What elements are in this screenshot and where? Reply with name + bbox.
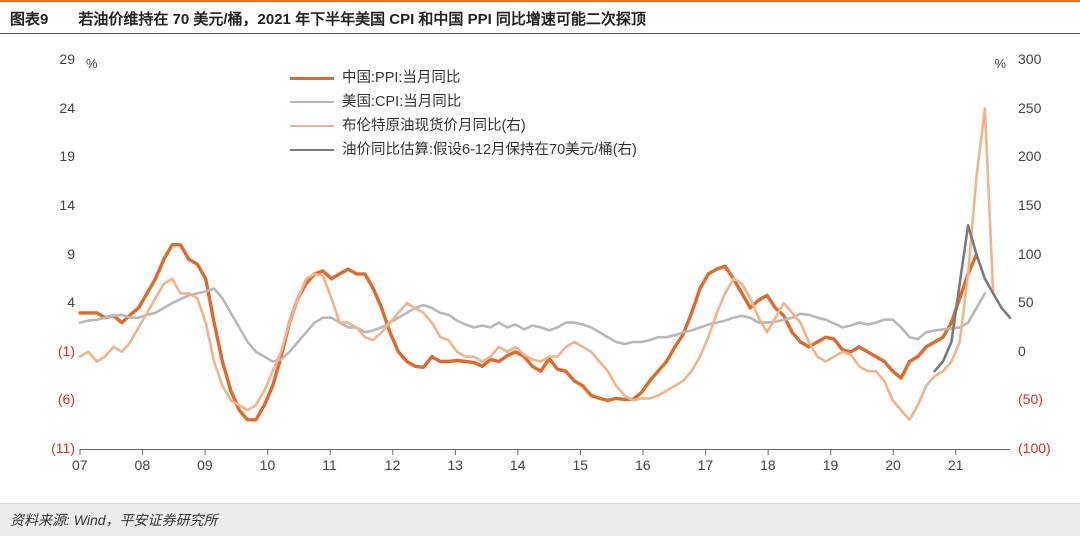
x-tick: 17: [698, 457, 714, 473]
legend-label: 布伦特原油现货价月同比(右): [342, 114, 526, 138]
x-tick: 13: [447, 457, 463, 473]
legend-item: 中国:PPI:当月同比: [290, 66, 637, 90]
right-tick: 150: [1018, 197, 1041, 213]
source-caption: 资料来源: Wind，平安证券研究所: [0, 503, 1080, 536]
legend-item: 美国:CPI:当月同比: [290, 90, 637, 114]
series-oil_est: [935, 225, 1010, 371]
legend-swatch: [290, 77, 334, 80]
chart-header: 图表9 若油价维持在 70 美元/桶，2021 年下半年美国 CPI 和中国 P…: [0, 0, 1080, 34]
legend-swatch: [290, 149, 334, 151]
left-tick: (11): [25, 440, 75, 456]
left-tick: 4: [25, 294, 75, 310]
right-tick: 100: [1018, 246, 1041, 262]
x-tick: 19: [823, 457, 839, 473]
figure-number: 图表9: [10, 8, 48, 29]
legend-label: 油价同比估算:假设6-12月保持在70美元/桶(右): [342, 138, 637, 162]
legend-swatch: [290, 125, 334, 127]
legend-label: 美国:CPI:当月同比: [342, 90, 461, 114]
x-tick: 11: [322, 457, 337, 473]
x-tick: 10: [260, 457, 276, 473]
x-tick: 21: [948, 457, 964, 473]
right-tick: 250: [1018, 100, 1041, 116]
x-tick: 20: [885, 457, 901, 473]
x-tick: 08: [135, 457, 151, 473]
legend-item: 油价同比估算:假设6-12月保持在70美元/桶(右): [290, 138, 637, 162]
left-tick: 14: [25, 197, 75, 213]
legend-label: 中国:PPI:当月同比: [342, 66, 460, 90]
x-tick: 16: [635, 457, 651, 473]
right-tick: 50: [1018, 294, 1034, 310]
right-tick: (100): [1018, 440, 1051, 456]
x-tick: 07: [72, 457, 88, 473]
x-tick: 14: [510, 457, 526, 473]
series-china_ppi: [80, 245, 977, 420]
left-tick: (1): [25, 343, 75, 359]
x-tick: 12: [385, 457, 401, 473]
legend-item: 布伦特原油现货价月同比(右): [290, 114, 637, 138]
legend: 中国:PPI:当月同比美国:CPI:当月同比布伦特原油现货价月同比(右)油价同比…: [290, 66, 637, 162]
chart-container: % % 中国:PPI:当月同比美国:CPI:当月同比布伦特原油现货价月同比(右)…: [0, 34, 1080, 494]
figure-title: 若油价维持在 70 美元/桶，2021 年下半年美国 CPI 和中国 PPI 同…: [78, 8, 646, 29]
right-tick: 300: [1018, 51, 1041, 67]
left-tick: (6): [25, 391, 75, 407]
right-tick: 0: [1018, 343, 1026, 359]
right-tick: (50): [1018, 391, 1043, 407]
left-tick: 24: [25, 100, 75, 116]
right-tick: 200: [1018, 148, 1041, 164]
x-tick: 15: [572, 457, 588, 473]
x-tick: 18: [760, 457, 776, 473]
left-tick: 9: [25, 246, 75, 262]
legend-swatch: [290, 101, 334, 103]
x-tick: 09: [197, 457, 213, 473]
left-tick: 19: [25, 148, 75, 164]
left-tick: 29: [25, 51, 75, 67]
